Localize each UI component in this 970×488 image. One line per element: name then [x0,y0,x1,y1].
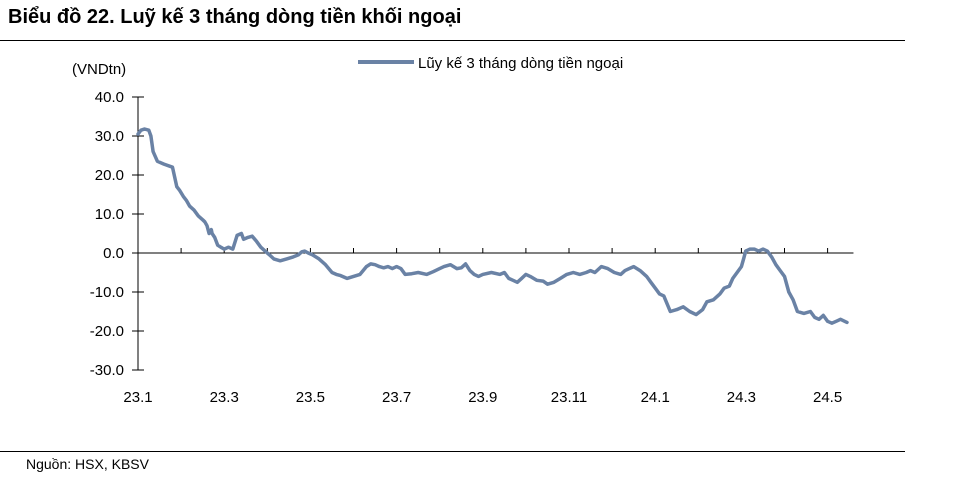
y-tick-label: 30.0 [95,128,124,145]
source-note: Nguồn: HSX, KBSV [26,456,149,472]
x-tick-label: 23.5 [296,389,325,406]
x-tick-label: 23.7 [382,389,411,406]
y-tick-label: 10.0 [95,206,124,223]
x-tick-label: 24.1 [641,389,670,406]
x-tick-label: 23.1 [123,389,152,406]
title-rule [0,40,905,41]
y-axis-unit-label: (VNDtn) [72,61,126,78]
y-tick-label: 40.0 [95,89,124,106]
tick-labels: 40.0 30.0 20.0 10.0 0.0 -10.0 -20.0 -30.0 23.1 23… [90,89,842,406]
series-line-foreign-flow [136,127,849,325]
footer-rule [0,451,905,452]
x-tick-label: 24.3 [727,389,756,406]
legend: Lũy kế 3 tháng dòng tiền ngoại [358,55,623,72]
axes [132,96,854,371]
x-tick-label: 23.11 [551,389,587,406]
x-tick-label: 23.9 [468,389,497,406]
y-tick-label: 0.0 [103,245,124,262]
x-tick-label: 23.3 [210,389,239,406]
y-tick-label: -30.0 [90,362,124,379]
y-tick-label: 20.0 [95,167,124,184]
legend-label: Lũy kế 3 tháng dòng tiền ngoại [418,55,623,72]
y-tick-label: -10.0 [90,284,124,301]
chart-title: Biểu đồ 22. Luỹ kế 3 tháng dòng tiền khố… [8,6,462,28]
y-tick-label: -20.0 [90,323,124,340]
x-tick-label: 24.5 [813,389,842,406]
